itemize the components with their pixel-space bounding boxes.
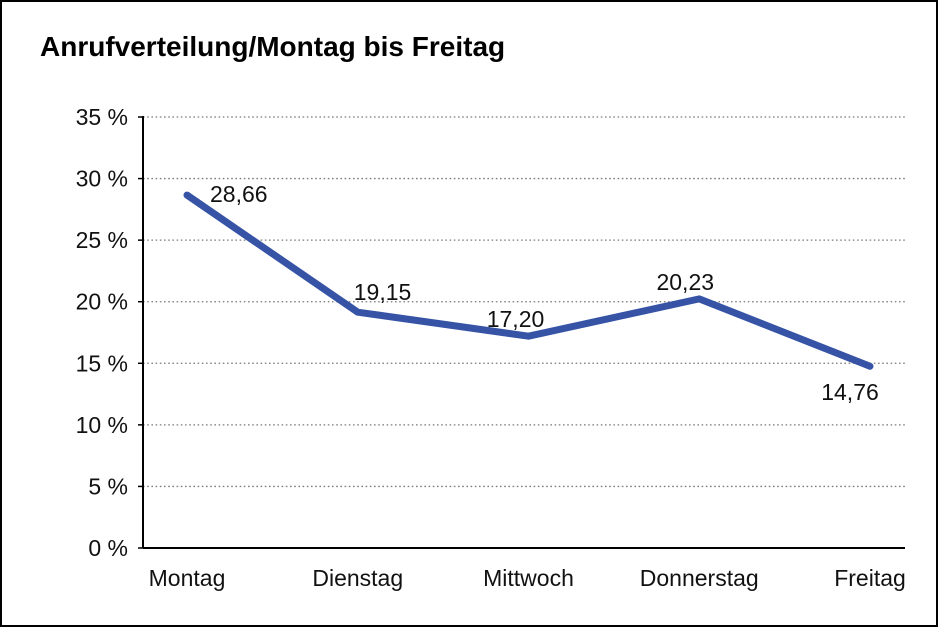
y-axis-tick-label: 0 % — [88, 535, 128, 561]
y-axis-tick-label: 25 % — [76, 227, 128, 253]
x-axis-category-label: Montag — [149, 565, 226, 591]
labels-group: 0 % 5 % 10 % 15 % 20 % 25 % 30 % 35 % 28,66 19,15… — [76, 104, 906, 591]
y-axis-tick-label: 30 % — [76, 166, 128, 192]
y-axis-tick-label: 5 % — [88, 473, 128, 499]
y-axis-tick-label: 15 % — [76, 350, 128, 376]
series-group — [183, 191, 874, 370]
data-point-label: 14,76 — [821, 379, 879, 405]
data-point-label: 28,66 — [210, 181, 268, 207]
x-axis-category-label: Mittwoch — [483, 565, 574, 591]
data-point-label: 19,15 — [354, 279, 412, 305]
gridlines-group — [143, 116, 905, 488]
y-axis-tick-label: 10 % — [76, 412, 128, 438]
chart-title: Anrufverteilung/Montag bis Freitag — [40, 31, 506, 62]
data-series-line — [183, 191, 874, 370]
y-axis-tick-label: 20 % — [76, 289, 128, 315]
data-point-label: 17,20 — [487, 306, 545, 332]
x-axis-category-label: Dienstag — [312, 565, 403, 591]
y-axis-tick-label: 35 % — [76, 104, 128, 130]
data-point-label: 20,23 — [656, 269, 714, 295]
x-axis-category-label: Donnerstag — [640, 565, 759, 591]
x-axis-category-label: Freitag — [834, 565, 906, 591]
axes-group — [138, 116, 905, 549]
